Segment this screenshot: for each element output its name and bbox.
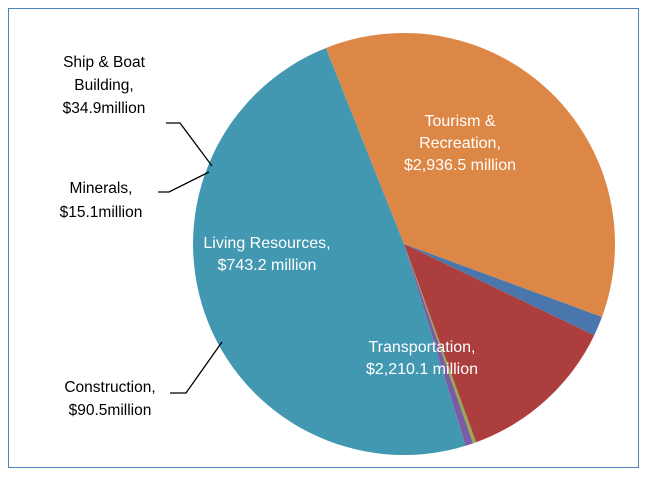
pie-slice-tourism-and-recreation: [193, 47, 466, 455]
leader-line-minerals: [158, 171, 210, 193]
data-label-line: $2,210.1 million: [366, 361, 478, 378]
data-label-line: $2,936.5 million: [404, 157, 516, 174]
data-label-line: $90.5million: [69, 402, 152, 419]
leader-line-ship-and-boat-building: [166, 122, 213, 167]
data-label-line: Construction,: [64, 379, 155, 396]
pie-slice-minerals: [404, 244, 477, 444]
pie-slice-living-resources: [404, 244, 595, 443]
data-label-line: Minerals,: [70, 180, 133, 197]
data-label-living-resources: Living Resources, $743.2 million: [203, 235, 330, 274]
data-label-line: Living Resources,: [203, 235, 330, 252]
data-label-transportation: Transportation, $2,210.1 million: [366, 339, 478, 378]
data-label-construction: Construction, $90.5million: [64, 379, 155, 419]
data-label-ship-and-boat-building: Ship & Boat Building, $34.9million: [63, 54, 146, 117]
data-label-line: $743.2 million: [218, 257, 317, 274]
data-label-minerals: Minerals, $15.1million: [60, 180, 143, 221]
data-label-tourism-and-recreation: Tourism & Recreation, $2,936.5 million: [404, 113, 516, 174]
data-label-line: Transportation,: [368, 339, 475, 356]
leader-line-construction: [170, 341, 223, 394]
data-label-line: Building,: [74, 77, 133, 94]
data-label-line: $15.1million: [60, 204, 143, 221]
data-label-line: Tourism &: [424, 113, 495, 130]
pie-slice-ship-and-boat-building: [404, 244, 473, 446]
data-label-line: $34.9million: [63, 100, 146, 117]
pie-slice-construction: [404, 244, 602, 336]
data-label-line: Ship & Boat: [63, 54, 146, 71]
pie-slice-transportation: [326, 33, 616, 318]
data-label-line: Recreation,: [419, 135, 501, 152]
